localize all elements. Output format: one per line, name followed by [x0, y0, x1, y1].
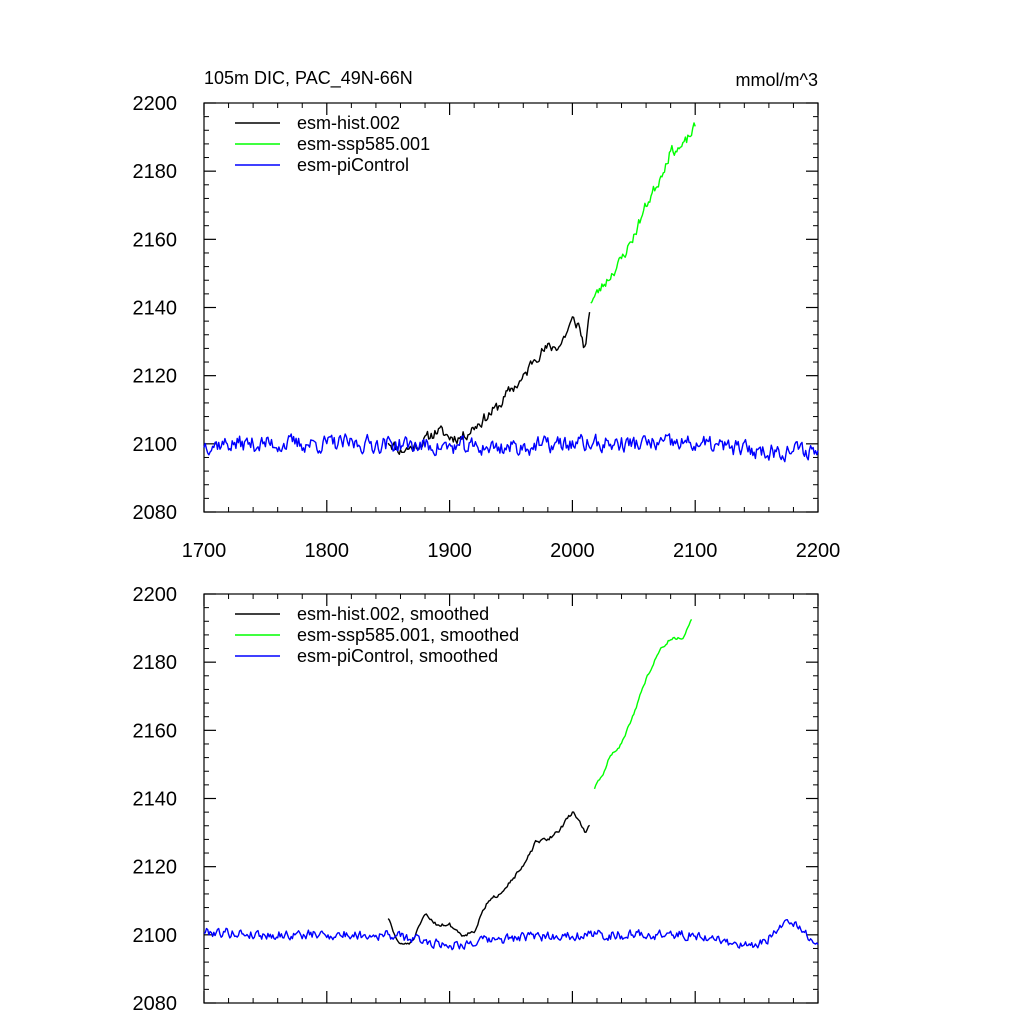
- x-tick-label: 2200: [796, 540, 841, 562]
- units-label: mmol/m^3: [736, 70, 818, 90]
- chart-title: 105m DIC, PAC_49N-66N: [204, 68, 413, 89]
- y-tick-label: 2160: [133, 229, 178, 251]
- y-tick-label: 2160: [133, 720, 178, 742]
- series-line-esm-ssp585-001: [590, 122, 696, 304]
- y-tick-label: 2120: [133, 857, 178, 879]
- y-tick-label: 2200: [133, 93, 178, 115]
- series-line-esm-hist-002: [387, 311, 591, 455]
- bottom-panel: 2080 2100 2120 2140 2160 2180 2200 esm-hist.002…: [133, 584, 819, 1015]
- legend-label: esm-piControl: [297, 155, 409, 175]
- y-tick-label: 2180: [133, 161, 178, 183]
- legend-label: esm-hist.002: [297, 113, 400, 133]
- y-tick-label: 2200: [133, 584, 178, 606]
- series-line-esm-ssp585-001: [593, 618, 693, 790]
- legend-label: esm-ssp585.001, smoothed: [297, 625, 519, 645]
- x-tick-label: 1900: [427, 540, 472, 562]
- x-tick-label: 1700: [182, 540, 227, 562]
- y-tick-label: 2140: [133, 298, 178, 320]
- y-tick-label: 2100: [133, 925, 178, 947]
- x-tick-label: 1800: [305, 540, 350, 562]
- legend-label: esm-piControl, smoothed: [297, 646, 498, 666]
- x-tick-label: 2100: [673, 540, 718, 562]
- top-panel: 1700 1800 1900 2000 2100 2200 2080 2100 2120 2140…: [133, 93, 841, 562]
- y-tick-label: 2180: [133, 652, 178, 674]
- x-tick-label: 2000: [550, 540, 595, 562]
- y-tick-label: 2100: [133, 434, 178, 456]
- series-line-esm-hist-002: [387, 811, 591, 945]
- y-tick-label: 2080: [133, 993, 178, 1015]
- series-line-esm-picontrol: [203, 433, 819, 463]
- y-tick-label: 2080: [133, 502, 178, 524]
- legend-label: esm-ssp585.001: [297, 134, 430, 154]
- legend-label: esm-hist.002, smoothed: [297, 604, 489, 624]
- y-tick-label: 2120: [133, 366, 178, 388]
- series-line-esm-picontrol: [203, 919, 819, 951]
- y-tick-label: 2140: [133, 789, 178, 811]
